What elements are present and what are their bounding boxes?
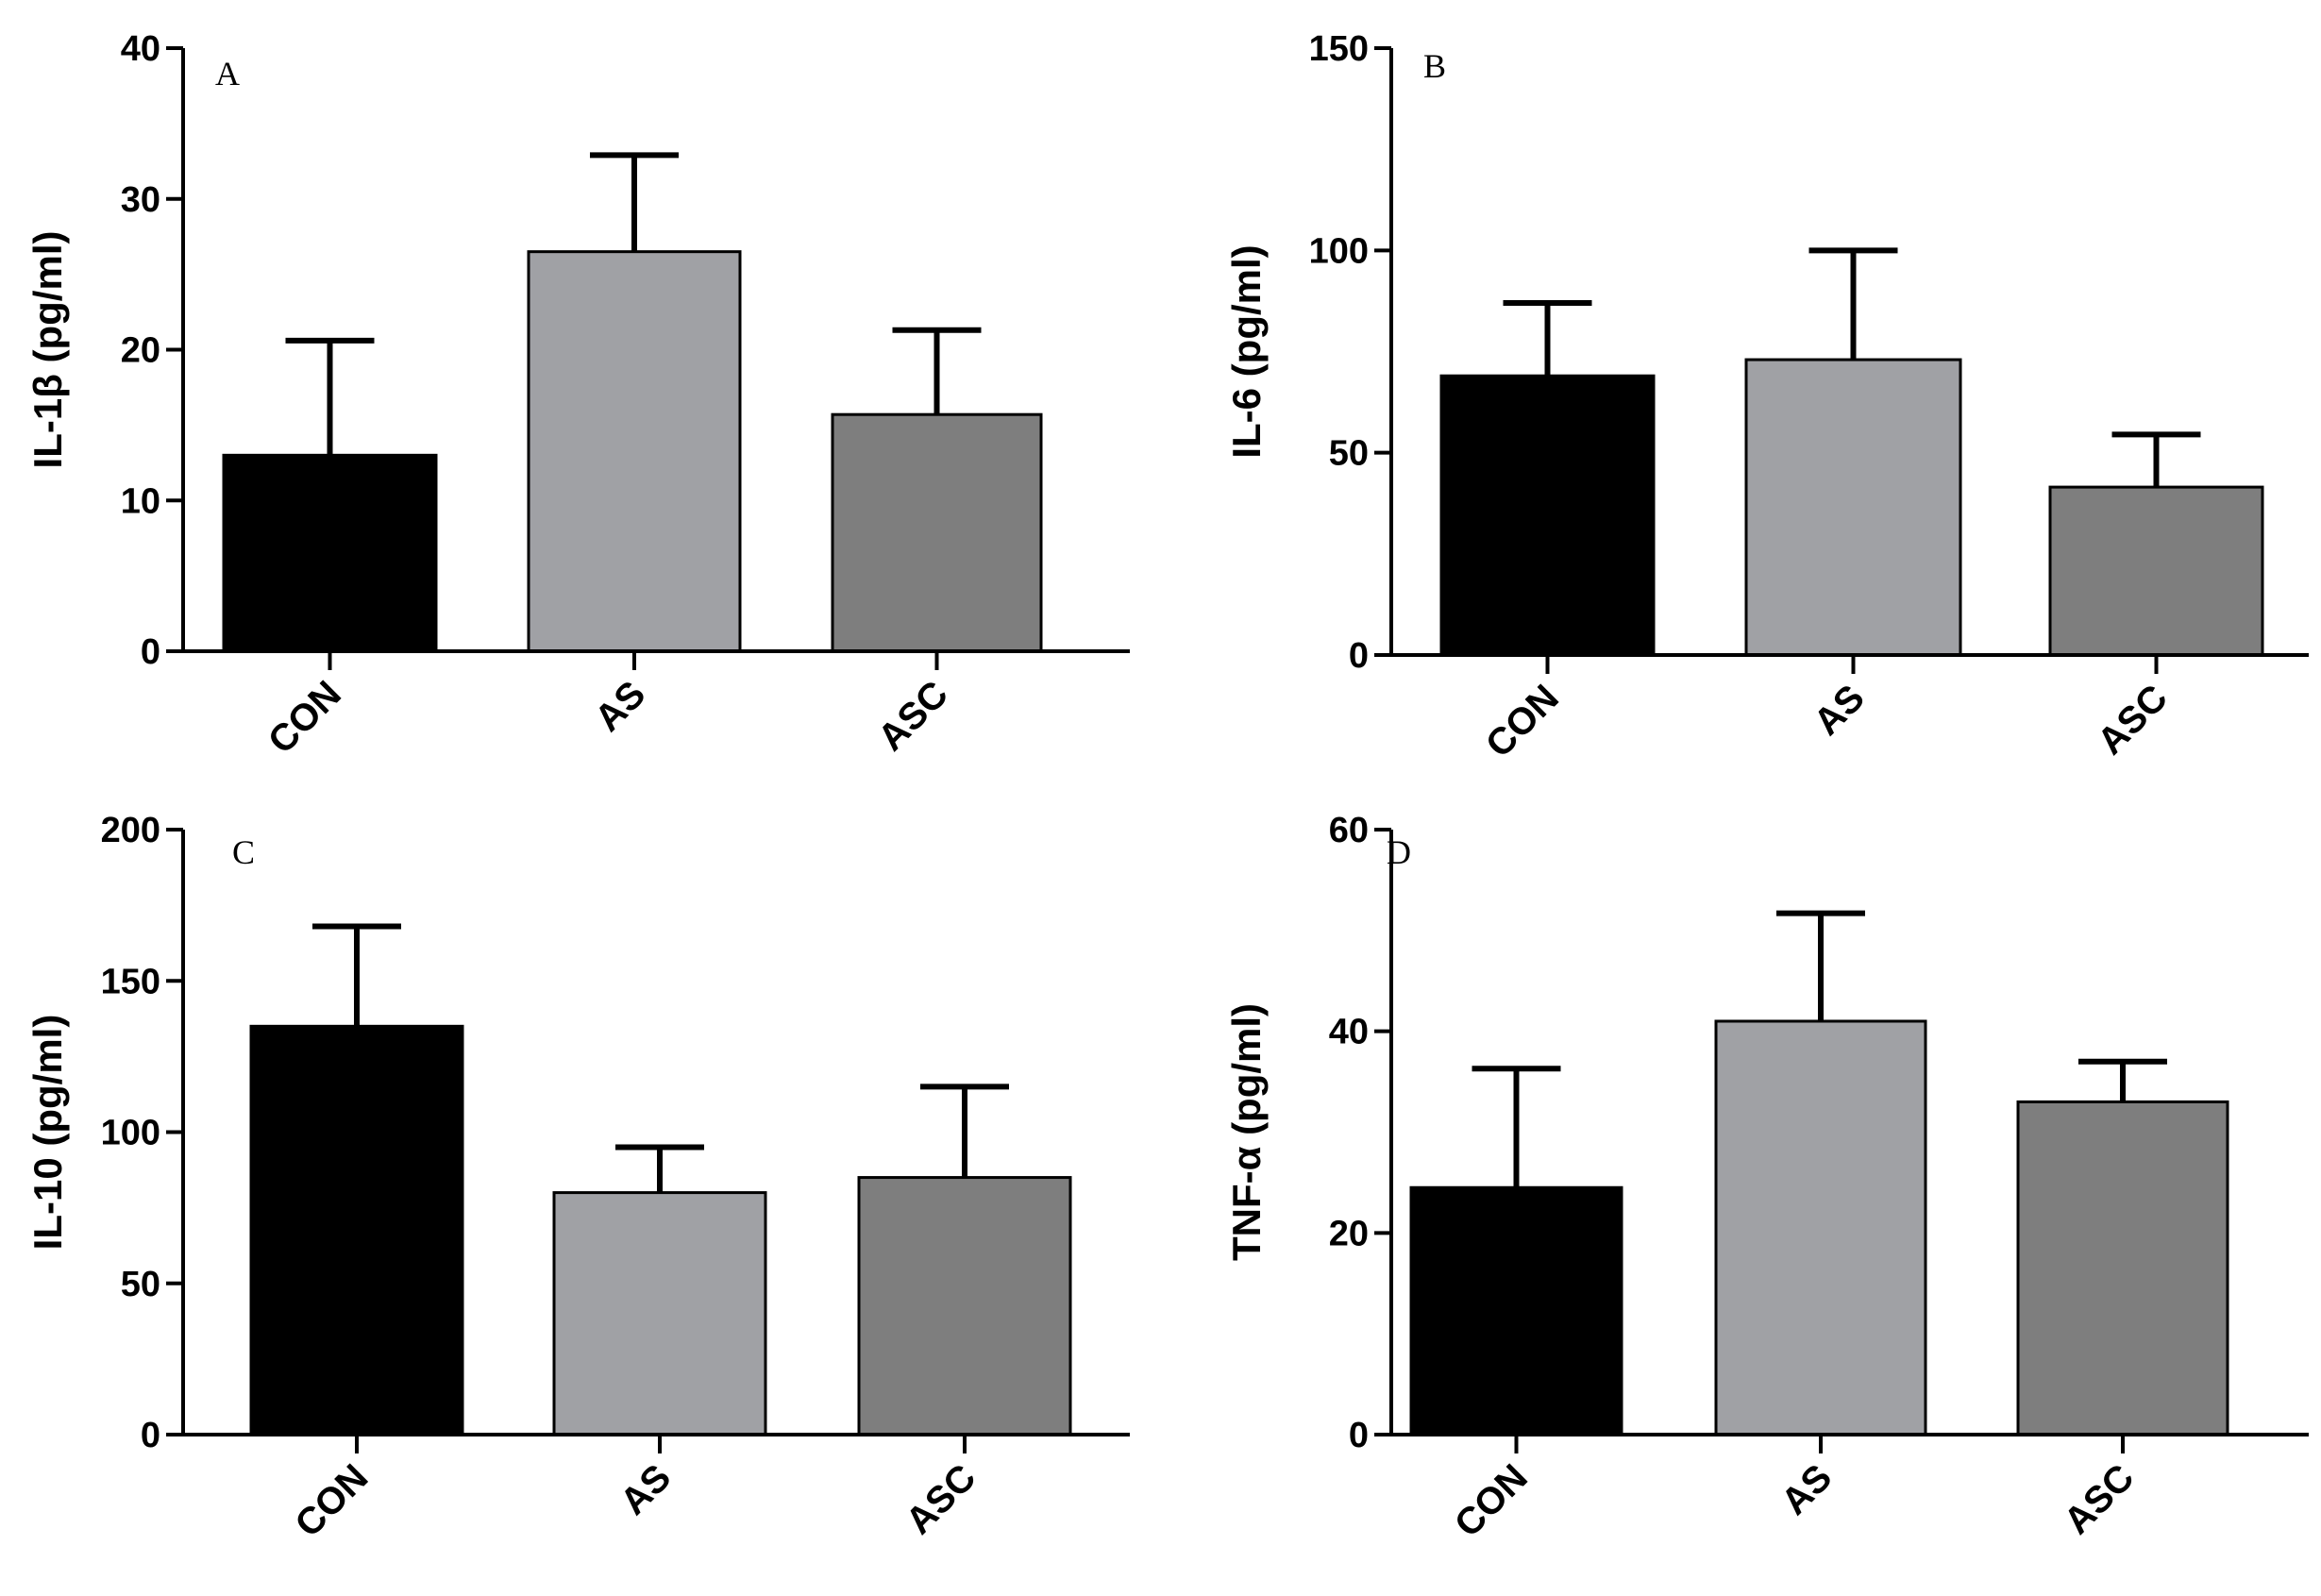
panel-letter: D (1387, 833, 1411, 871)
category-label-as: AS (587, 673, 653, 739)
category-label-as: AS (1806, 677, 1872, 743)
bar-asc (857, 1176, 1072, 1436)
y-tick-label: 150 (1309, 29, 1369, 69)
category-label-as: AS (1774, 1456, 1840, 1522)
category-label-asc: ASC (870, 673, 956, 759)
y-tick-label: 20 (121, 331, 160, 371)
y-tick-label: 100 (101, 1114, 160, 1153)
y-tick-label: 40 (121, 29, 160, 69)
bar-asc (2048, 485, 2264, 657)
y-tick-label: 50 (121, 1265, 160, 1304)
bar-as (1744, 358, 1962, 657)
category-label-as: AS (613, 1456, 679, 1522)
bar-as (527, 250, 742, 653)
y-tick-label: 0 (141, 632, 160, 672)
y-axis-title: IL-1β (pg/ml) (25, 231, 70, 469)
chart-panel-d: CON AS ASC 0 20 40 60 TNF-α (pg/ml) D (1224, 811, 2309, 1545)
category-label-con: CON (1447, 1456, 1536, 1545)
bar-asc (2016, 1100, 2229, 1436)
bar-con (1439, 374, 1656, 657)
category-label-asc: ASC (2057, 1456, 2143, 1542)
bar-con (1409, 1185, 1623, 1436)
bar-con (249, 1024, 464, 1436)
panel-letter: A (215, 55, 240, 92)
bar-as (552, 1191, 767, 1436)
y-tick-label: 100 (1309, 231, 1369, 271)
y-tick-label: 30 (121, 180, 160, 220)
panel-letter: C (232, 833, 255, 871)
y-tick-label: 10 (121, 481, 160, 521)
category-label-asc: ASC (899, 1456, 984, 1542)
panel-letter: B (1423, 47, 1446, 85)
y-axis-title: IL-6 (pg/ml) (1224, 244, 1269, 458)
y-tick-label: 0 (1349, 1416, 1369, 1455)
y-tick-label: 150 (101, 962, 160, 1001)
category-label-con: CON (261, 673, 349, 762)
bar-as (1714, 1019, 1927, 1436)
bar-asc (831, 412, 1043, 653)
chart-panel-c: CON AS ASC 0 50 100 150 200 IL-10 (pg/ml) C (25, 811, 1130, 1545)
y-tick-label: 40 (1329, 1013, 1369, 1052)
y-tick-label: 50 (1329, 434, 1369, 474)
y-axis-title: TNF-α (pg/ml) (1224, 1003, 1269, 1261)
y-tick-label: 60 (1329, 811, 1369, 850)
y-tick-label: 0 (141, 1416, 160, 1455)
category-label-con: CON (287, 1456, 376, 1545)
y-tick-label: 20 (1329, 1214, 1369, 1253)
chart-panel-a: CON AS ASC 0 10 20 30 40 IL-1β (pg/ml) A (25, 29, 1130, 762)
chart-panel-b: CON AS ASC 0 50 100 150 IL-6 (pg/ml) B (1224, 29, 2309, 765)
y-tick-label: 0 (1349, 636, 1369, 676)
bar-con (222, 453, 438, 653)
category-label-con: CON (1478, 677, 1567, 765)
category-label-asc: ASC (2090, 677, 2176, 763)
y-axis-title: IL-10 (pg/ml) (25, 1015, 70, 1251)
y-tick-label: 200 (101, 811, 160, 850)
